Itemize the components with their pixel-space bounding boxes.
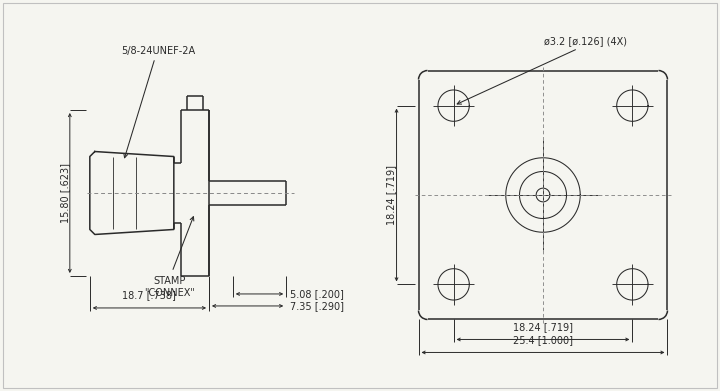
Text: 5.08 [.200]: 5.08 [.200] (290, 289, 344, 299)
Text: 7.35 [.290]: 7.35 [.290] (290, 301, 344, 311)
Text: 18.24 [.719]: 18.24 [.719] (387, 165, 397, 225)
Text: 18.24 [.719]: 18.24 [.719] (513, 323, 573, 332)
Text: STAMP
"CONNEX": STAMP "CONNEX" (145, 276, 195, 298)
Text: 18.7 [.738]: 18.7 [.738] (122, 290, 176, 300)
Text: 25.4 [1.000]: 25.4 [1.000] (513, 335, 573, 346)
Text: 15.80 [.623]: 15.80 [.623] (60, 163, 70, 223)
Text: 5/8-24UNEF-2A: 5/8-24UNEF-2A (121, 46, 195, 56)
Text: ø3.2 [ø.126] (4X): ø3.2 [ø.126] (4X) (544, 36, 628, 47)
